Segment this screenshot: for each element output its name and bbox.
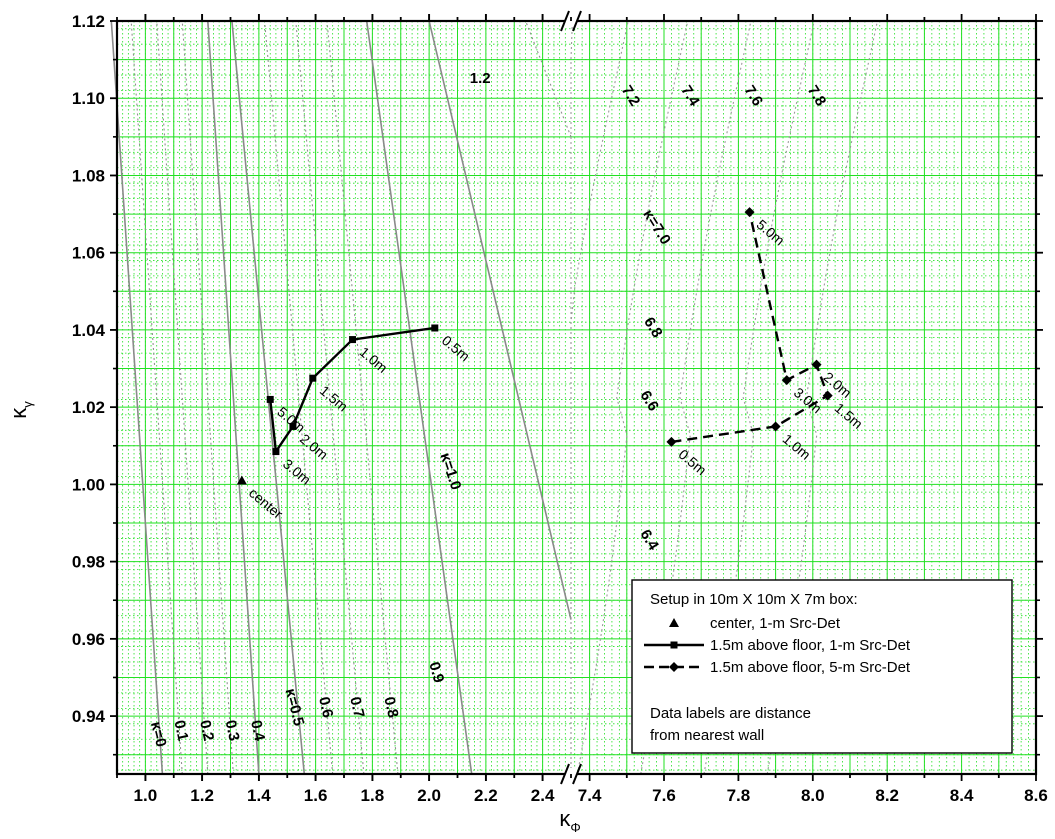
contour-label: 0.2 xyxy=(196,719,217,743)
x-tick-label: 1.8 xyxy=(361,786,385,805)
x-tick-label: 1.0 xyxy=(134,786,158,805)
y-tick-label: 1.12 xyxy=(72,12,105,31)
y-tick-label: 1.00 xyxy=(72,475,105,494)
x-tick-label: 1.6 xyxy=(304,786,328,805)
x-tick-label: 1.2 xyxy=(190,786,214,805)
legend-entry: center, 1-m Src-Det xyxy=(710,615,841,632)
y-tick-label: 0.94 xyxy=(72,707,106,726)
y-tick-label: 1.06 xyxy=(72,244,105,263)
contour-line xyxy=(576,20,689,775)
y-tick-label: 0.98 xyxy=(72,553,105,572)
legend-entry: 1.5m above floor, 1-m Src-Det xyxy=(710,637,911,654)
y-tick-label: 1.04 xyxy=(72,321,106,340)
contour-label: 0.4 xyxy=(247,719,268,744)
contour-label: 0.3 xyxy=(222,719,243,743)
contour-line xyxy=(365,20,473,775)
contour-line xyxy=(570,20,629,774)
x-tick-label: 8.4 xyxy=(950,786,974,805)
axis-break-slash xyxy=(560,763,570,785)
diamond-marker xyxy=(811,359,822,370)
y-tick-label: 1.10 xyxy=(72,89,105,108)
x-axis-label: κΦ xyxy=(559,806,580,835)
x-tick-label: 2.2 xyxy=(474,786,498,805)
y-tick-label: 1.02 xyxy=(72,398,105,417)
contour-line xyxy=(156,20,209,775)
legend-note: from nearest wall xyxy=(650,727,764,744)
axis-break-slash xyxy=(572,10,582,32)
x-tick-label: 2.0 xyxy=(417,786,441,805)
contour-label: 0.8 xyxy=(380,695,401,719)
x-tick-label: 7.6 xyxy=(652,786,676,805)
series-line xyxy=(269,326,435,455)
contour-line xyxy=(525,20,572,138)
contour-line xyxy=(766,20,878,775)
contour-line xyxy=(181,20,234,775)
x-tick-label: 8.6 xyxy=(1024,786,1048,805)
y-tick-label: 0.96 xyxy=(72,630,105,649)
square-marker xyxy=(349,336,357,344)
square-marker xyxy=(266,395,274,403)
legend: Setup in 10m X 10m X 7m box: center, 1-m … xyxy=(631,579,1013,754)
x-axis-label-sub: Φ xyxy=(570,820,580,835)
contour-line xyxy=(264,20,334,775)
contour-line xyxy=(640,20,752,775)
y-tick-label: 1.08 xyxy=(72,166,105,185)
contour-line xyxy=(207,20,260,775)
diamond-marker xyxy=(669,662,679,672)
x-tick-label: 7.4 xyxy=(578,786,602,805)
x-tick-label: 1.4 xyxy=(247,786,271,805)
y-axis-label-sub: γ xyxy=(20,401,35,408)
series-line xyxy=(671,211,830,444)
x-tick-label: 7.8 xyxy=(727,786,751,805)
diamond-marker xyxy=(822,390,833,401)
contour-label: 0.1 xyxy=(171,719,192,743)
square-marker xyxy=(670,641,678,649)
triangle-marker xyxy=(236,475,247,485)
contour-line xyxy=(295,20,365,775)
axis-break-slash xyxy=(572,763,582,785)
contour-line xyxy=(703,20,815,775)
contour-label: 0.6 xyxy=(315,695,336,719)
contour-line xyxy=(130,20,183,775)
square-marker xyxy=(289,422,297,430)
legend-title: Setup in 10m X 10m X 7m box: xyxy=(650,591,858,608)
contour-label: 1.2 xyxy=(470,70,491,87)
square-marker xyxy=(272,448,280,456)
axes: 1.0 1.2 1.4 1.6 1.8 2.0 2.2 2.4 7.4 7.6 7.8 8.0 8.2 8… xyxy=(6,10,1048,835)
legend-entry: 1.5m above floor, 5-m Src-Det xyxy=(710,659,911,676)
x-tick-label: 8.2 xyxy=(875,786,899,805)
legend-note: Data labels are distance xyxy=(650,705,811,722)
contour-label: 0.9 xyxy=(425,660,447,685)
square-marker xyxy=(431,324,439,332)
contour-line xyxy=(110,20,164,775)
triangle-marker xyxy=(669,618,679,627)
x-tick-label: 2.4 xyxy=(531,786,555,805)
square-marker xyxy=(309,374,317,382)
diamond-marker xyxy=(666,436,677,447)
contour-label: κ=0 xyxy=(147,720,170,749)
diamond-marker xyxy=(744,207,755,218)
x-tick-label: 8.0 xyxy=(801,786,825,805)
diamond-marker xyxy=(770,421,781,432)
contour-label: 0.7 xyxy=(346,695,367,719)
contour-line xyxy=(326,20,399,775)
axis-break-slash xyxy=(560,10,570,32)
y-axis-label: κγ xyxy=(6,401,35,419)
diamond-marker xyxy=(781,375,792,386)
contour-line xyxy=(428,20,572,620)
